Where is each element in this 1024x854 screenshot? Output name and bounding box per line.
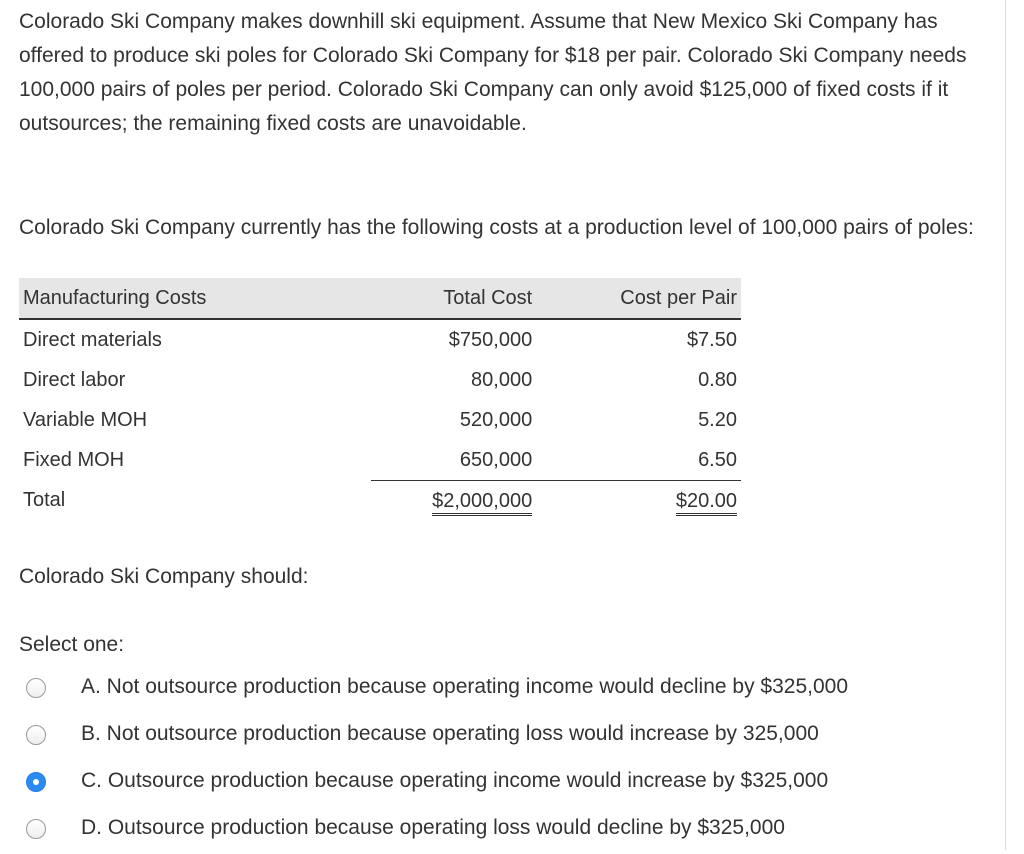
row-label: Direct materials xyxy=(23,328,162,351)
total-cost-value: $2,000,000 xyxy=(432,489,533,516)
answer-option-c-label[interactable]: C. Outsource production because operatin… xyxy=(81,769,829,792)
row-total: $750,000 xyxy=(448,328,533,351)
total-per-pair-value: $20.00 xyxy=(675,489,737,516)
table-intro: Colorado Ski Company currently has the f… xyxy=(19,216,974,239)
answer-options: A. Not outsource production because oper… xyxy=(19,666,999,854)
answer-option-c[interactable]: C. Outsource production because operatin… xyxy=(19,760,999,807)
header-total-cost: Total Cost xyxy=(370,278,537,320)
radio-button-b[interactable] xyxy=(26,725,46,745)
answer-option-d[interactable]: D. Outsource production because operatin… xyxy=(19,807,999,854)
row-per-pair: $7.50 xyxy=(686,328,737,351)
total-label: Total xyxy=(23,489,66,512)
table-row: Variable MOH 520,000 5.20 xyxy=(19,400,741,440)
answer-option-a[interactable]: A. Not outsource production because oper… xyxy=(19,666,999,713)
row-per-pair: 6.50 xyxy=(536,440,741,481)
radio-button-a[interactable] xyxy=(26,678,46,698)
header-cost-per-pair: Cost per Pair xyxy=(536,278,741,320)
row-per-pair: 5.20 xyxy=(698,408,737,431)
question-prompt: Colorado Ski Company should: xyxy=(19,565,309,588)
radio-button-d[interactable] xyxy=(26,819,46,839)
question-intro: Colorado Ski Company makes downhill ski … xyxy=(19,10,967,135)
row-label: Direct labor xyxy=(23,368,126,391)
cost-table-header: Manufacturing Costs Total Cost Cost per … xyxy=(19,278,741,320)
select-one-label: Select one: xyxy=(19,633,125,656)
total-per-pair-cell: $20.00 xyxy=(536,481,741,522)
row-per-pair: 0.80 xyxy=(698,368,737,391)
row-total: 650,000 xyxy=(370,440,537,481)
table-row: Fixed MOH 650,000 6.50 xyxy=(19,440,741,481)
header-manufacturing-costs: Manufacturing Costs xyxy=(19,278,371,320)
radio-button-c-selected[interactable] xyxy=(26,772,46,792)
row-total: 80,000 xyxy=(471,368,533,391)
table-row: Direct materials $750,000 $7.50 xyxy=(19,319,741,360)
total-row: Total $2,000,000 $20.00 xyxy=(19,481,741,522)
answer-option-d-label[interactable]: D. Outsource production because operatin… xyxy=(81,816,785,839)
cost-table: Manufacturing Costs Total Cost Cost per … xyxy=(19,278,741,521)
content-right-border xyxy=(1005,0,1006,850)
answer-option-b-label[interactable]: B. Not outsource production because oper… xyxy=(81,722,819,745)
row-total: 520,000 xyxy=(459,408,533,431)
total-cost-cell: $2,000,000 xyxy=(371,481,537,522)
answer-option-a-label[interactable]: A. Not outsource production because oper… xyxy=(81,675,849,698)
row-label: Variable MOH xyxy=(23,408,148,431)
row-label: Fixed MOH xyxy=(23,448,125,471)
answer-option-b[interactable]: B. Not outsource production because oper… xyxy=(19,713,999,760)
table-row: Direct labor 80,000 0.80 xyxy=(19,360,741,400)
